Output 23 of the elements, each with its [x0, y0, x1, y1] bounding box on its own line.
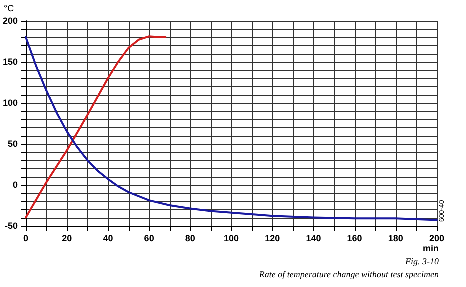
- y-tick-label: 150: [2, 57, 18, 67]
- y-tick-label: 50: [8, 139, 18, 149]
- y-tick-label: 200: [2, 16, 18, 26]
- x-tick-label: 0: [24, 234, 29, 244]
- y-tick-label: 0: [13, 180, 18, 190]
- x-tick-label: 80: [185, 234, 196, 244]
- line-series: [25, 36, 438, 222]
- x-tick-label: 40: [103, 234, 114, 244]
- x-axis-title: min: [423, 244, 440, 254]
- caption: Fig. 3-10: [404, 256, 440, 266]
- x-tick-label: 160: [347, 234, 362, 244]
- y-tick-label: -50: [5, 221, 18, 231]
- x-tick-label: 180: [388, 234, 404, 244]
- x-tick-label: 60: [144, 234, 154, 244]
- text: Rate of temperature change without test specimen: [258, 270, 440, 280]
- y-axis-title: °C: [4, 4, 15, 14]
- x-tick-label: 200: [429, 234, 445, 244]
- x-tick-label: 120: [265, 234, 280, 244]
- y-tick-label: 100: [2, 98, 18, 108]
- x-tick-label: 20: [62, 234, 72, 244]
- x-tick-label: 140: [306, 234, 322, 244]
- line-series: [25, 36, 167, 219]
- x-tick-label: 100: [224, 234, 240, 244]
